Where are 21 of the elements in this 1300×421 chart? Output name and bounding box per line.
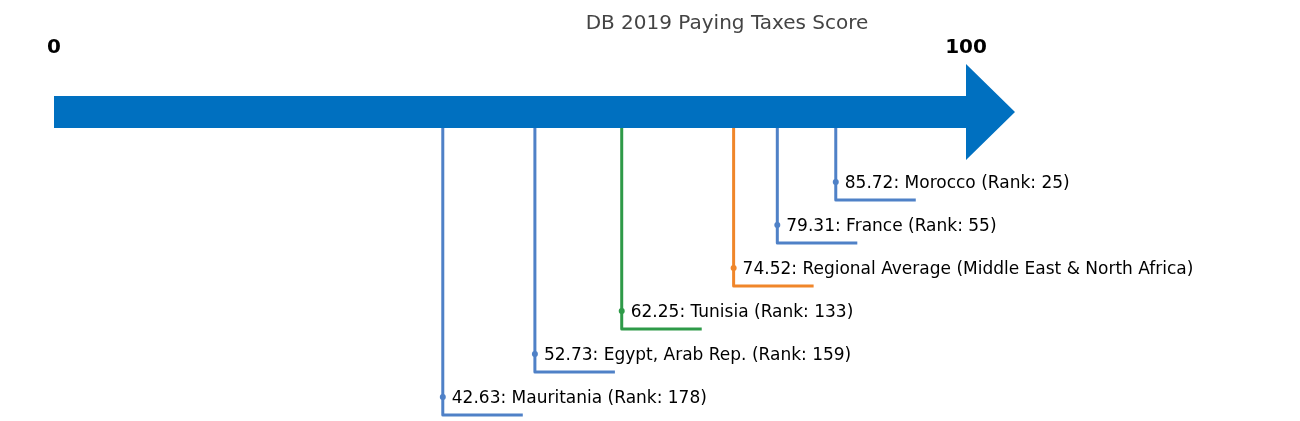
data-label: 62.25: — [630, 301, 686, 321]
y-tick-label: Tunisia (Rank: 133) — [689, 301, 854, 321]
point — [531, 351, 538, 357]
point — [832, 179, 839, 185]
y-tick-label: Mauritania (Rank: 178) — [511, 387, 707, 407]
chart-title: DB 2019 Paying Taxes Score — [585, 10, 869, 35]
y-tick-label: France (Rank: 55) — [846, 215, 997, 235]
data-label: 52.73: — [543, 344, 599, 364]
y-tick-label: Egypt, Arab Rep. (Rank: 159) — [603, 344, 852, 364]
data-label: 79.31: — [786, 215, 841, 235]
data-label: 74.52: — [742, 258, 798, 278]
y-tick-label: Regional Average (Middle East & North Africa) — [802, 258, 1194, 278]
point — [774, 222, 781, 228]
point — [439, 394, 446, 400]
data-label: 42.63: — [451, 387, 507, 407]
point — [730, 265, 737, 271]
x-tick-label: 0 — [47, 34, 61, 59]
data-label: 85.72: — [844, 172, 900, 192]
x-tick-label: 100 — [945, 34, 987, 59]
point — [618, 308, 625, 314]
y-tick-label: Morocco (Rank: 25) — [904, 172, 1070, 192]
